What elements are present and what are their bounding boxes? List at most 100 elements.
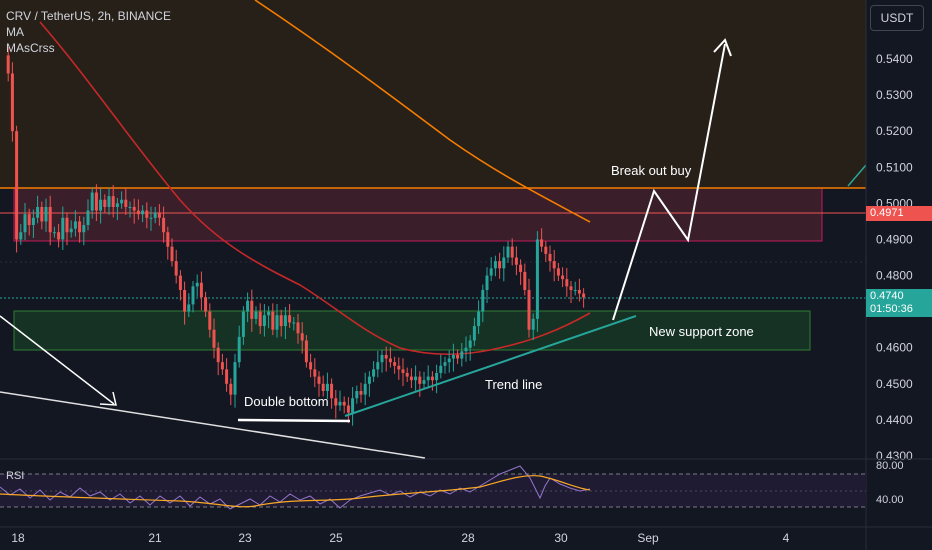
rsi-ma-line [0, 475, 591, 508]
candle-body [15, 131, 19, 240]
time-axis[interactable]: 18 21 23 25 28 30 Sep 4 [11, 531, 789, 545]
time-tick-label: 30 [554, 531, 568, 545]
candle-body [107, 196, 111, 207]
candle-body [19, 232, 23, 240]
candle-body [57, 232, 61, 240]
symbol-label[interactable]: CRV / TetherUS, 2h, BINANCE [6, 9, 171, 23]
candle-body [78, 221, 82, 233]
trend-line [344, 315, 637, 417]
candle-body [115, 203, 119, 207]
candle-body [65, 217, 69, 233]
candle-body [36, 206, 40, 218]
price-axis-bg[interactable] [866, 0, 932, 550]
candle-body [477, 311, 481, 327]
red-ma-line [39, 21, 591, 356]
teal-stub [847, 164, 867, 187]
candle-body [456, 354, 460, 359]
currency-button[interactable]: USDT [870, 5, 924, 31]
price-tick-label: 0.4500 [876, 377, 913, 391]
candle-body [376, 362, 380, 370]
red-level-tag: 0.4971 [866, 206, 932, 221]
candle-body [23, 214, 27, 233]
chart-legend: CRV / TetherUS, 2h, BINANCE MA MAsCrss [6, 8, 171, 56]
candle-body [267, 311, 271, 316]
candle-body [313, 369, 317, 377]
candle-body [31, 217, 35, 226]
candle-body [367, 376, 371, 384]
price-tick-label: 0.5200 [876, 124, 913, 138]
mascrss-indicator-label[interactable]: MAsCrss [6, 41, 55, 55]
candle-body [380, 354, 384, 363]
breakout-path [612, 43, 726, 321]
candle-body [90, 192, 94, 211]
time-tick-label: 18 [11, 531, 25, 545]
price-tick-label: 0.4600 [876, 341, 913, 355]
price-tick-label: 0.5400 [876, 52, 913, 66]
candle-body [279, 315, 283, 327]
ma-indicator-label[interactable]: MA [6, 25, 24, 39]
support-zone [13, 310, 811, 351]
candle-body [414, 376, 418, 381]
candle-body [199, 282, 203, 298]
candle-body [241, 311, 245, 337]
rsi-tick-80: 80.00 [876, 460, 904, 472]
candle-body [271, 311, 275, 330]
candle-body [187, 304, 191, 312]
candle-body [443, 362, 447, 366]
candle-body [153, 212, 157, 218]
candle-body [334, 398, 338, 406]
candle-body [283, 315, 287, 327]
candle-body [346, 405, 350, 413]
candle-body [531, 318, 535, 330]
candle-body [292, 322, 296, 324]
candle-body [582, 293, 586, 298]
candle-body [317, 376, 321, 384]
candle-body [132, 206, 136, 211]
candle-body [136, 210, 140, 215]
candle-body [451, 354, 455, 359]
candle-body [439, 365, 443, 373]
candle-body [128, 206, 132, 208]
candle-body [300, 333, 304, 341]
candle-body [288, 315, 292, 323]
candle-body [120, 199, 124, 204]
candle-body [262, 315, 266, 327]
candle-body [204, 297, 208, 312]
candle-body [44, 206, 48, 222]
candle-body [481, 289, 485, 312]
candle-body [527, 289, 531, 330]
candle-body [141, 210, 145, 215]
candle-body [430, 376, 434, 381]
last-price-value: 0.4740 [870, 290, 904, 302]
candle-body [162, 217, 166, 233]
candle-body [493, 261, 497, 269]
candle-body [552, 261, 556, 269]
time-tick-label: 25 [329, 531, 343, 545]
candle-body [149, 217, 153, 219]
candle-body [351, 398, 355, 413]
candle-body [405, 372, 409, 377]
candle-body [296, 322, 300, 334]
candle-body [544, 246, 548, 254]
candle-body [330, 383, 334, 399]
price-tick-label: 0.4800 [876, 269, 913, 283]
candle-body [519, 264, 523, 272]
candle-body [418, 376, 422, 384]
candle-body [6, 55, 10, 74]
candle-body [506, 246, 510, 258]
candle-body [216, 347, 220, 363]
candle-body [225, 369, 229, 384]
candle-body [103, 199, 107, 207]
candle-body [573, 289, 577, 291]
double-bottom-label: Double bottom [244, 394, 329, 409]
price-tick-label: 0.5100 [876, 160, 913, 174]
time-tick-label: 21 [148, 531, 162, 545]
candle-body [27, 214, 31, 226]
candle-body [40, 206, 44, 222]
candle-body [170, 246, 174, 262]
candle-body [52, 232, 56, 234]
candle-body [212, 329, 216, 348]
candle-body [166, 232, 170, 247]
candle-body [409, 376, 413, 381]
